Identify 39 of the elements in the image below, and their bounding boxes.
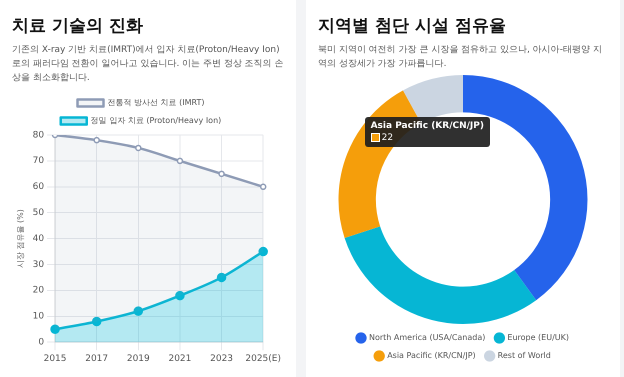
legend-label: Europe (EU/UK): [507, 333, 570, 342]
point: [258, 246, 268, 256]
x-tick-label: 2019: [126, 354, 150, 364]
point: [135, 144, 142, 152]
y-tick-label: 10: [32, 312, 44, 322]
point: [218, 170, 225, 178]
x-tick-label: 2015: [44, 354, 67, 364]
point: [92, 316, 102, 326]
y-tick-label: 70: [32, 156, 44, 166]
legend-label: 전통적 방사선 치료 (IMRT): [108, 98, 204, 108]
x-tick-label: 2021: [168, 354, 192, 364]
y-axis-title: 시장 점유율 (%): [16, 209, 25, 268]
y-tick-label: 80: [32, 130, 44, 140]
y-tick-label: 0: [38, 338, 44, 348]
chart-title: 지역별 첨단 시설 점유율: [318, 15, 507, 37]
y-tick-label: 50: [32, 208, 44, 218]
point: [216, 272, 226, 282]
x-tick-label: 2017: [85, 354, 108, 364]
text: 22: [382, 132, 394, 143]
legend-label: North America (USA/Canada): [368, 333, 486, 342]
point: [175, 290, 185, 300]
x-tick-label: 2023: [210, 354, 234, 364]
point: [93, 136, 100, 144]
category-label: Asia Pacific (KR/CN/JP): [370, 120, 484, 131]
y-tick-label: 40: [32, 234, 44, 244]
chart-subtitle: 북미 지역이 여전히 가장 큰 시장을 점유하고 있으나, 아시아-태평양 지역의 성장세가 가장 가파릅니다.: [318, 44, 603, 71]
x-tick-label: 2025(E): [245, 354, 282, 364]
legend-label: 정밀 입자 치료 (Proton/Heavy Ion): [90, 116, 222, 126]
point: [134, 306, 144, 316]
point: [260, 184, 266, 190]
y-tick-label: 20: [32, 286, 44, 296]
y-tick-label: 30: [32, 260, 44, 270]
legend-label: Asia Pacific (KR/CN/JP): [387, 351, 476, 360]
chart-title: 치료 기술의 진화: [12, 15, 144, 37]
legend-label: Rest of World: [498, 351, 551, 360]
y-tick-label: 60: [32, 182, 44, 192]
point: [50, 324, 60, 334]
chart-subtitle: 기존의 X-ray 기반 치료(IMRT)에서 입자 치료(Proton/Heavy Ion)로의 패러다임 전환이 일어나고 있습니다. 이는 주변 정상 조직의 손상을 최소화합니다.: [12, 44, 284, 85]
point: [176, 158, 184, 164]
